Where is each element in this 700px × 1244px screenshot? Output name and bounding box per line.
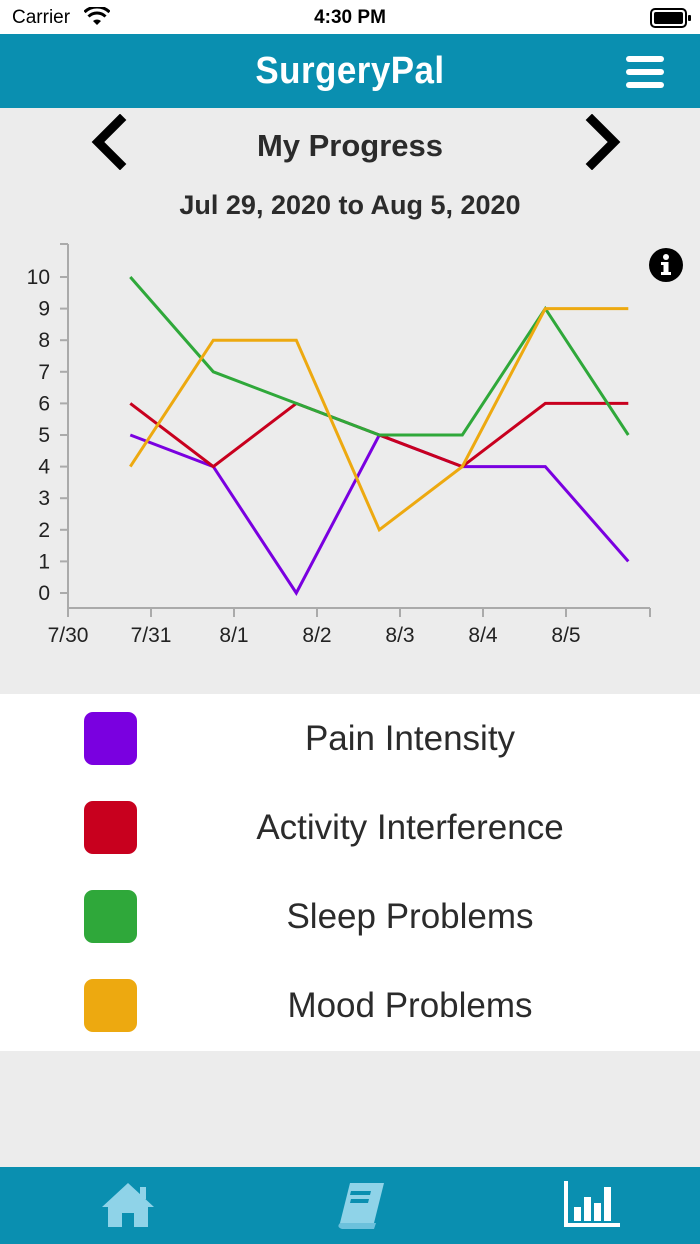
- nav-header: SurgeryPal: [0, 34, 700, 108]
- y-tick-label: 8: [38, 329, 50, 352]
- legend-label: Sleep Problems: [286, 897, 534, 936]
- legend-swatch: [84, 801, 137, 854]
- chart-legend: Pain Intensity Activity Interference Sle…: [0, 694, 700, 1051]
- wifi-icon: [83, 5, 111, 32]
- x-tick-label: 8/4: [468, 624, 498, 647]
- legend-item-pain-intensity: Pain Intensity: [0, 694, 700, 783]
- y-tick-label: 10: [27, 266, 50, 289]
- bar-chart-icon[interactable]: [562, 1179, 622, 1231]
- progress-line-chart: 0 1 2 3 4 5 6 7 8 9 10 7/30 7/31 8/1 8/2 8/3 8/4 8/5: [27, 243, 651, 647]
- y-tick-label: 4: [38, 456, 50, 479]
- legend-item-activity-interference: Activity Interference: [0, 783, 700, 872]
- legend-swatch: [84, 712, 137, 765]
- info-icon[interactable]: [648, 247, 684, 283]
- y-tick-label: 3: [38, 487, 50, 510]
- chevron-left-icon[interactable]: [88, 113, 128, 171]
- x-tick-label: 8/2: [302, 624, 331, 647]
- legend-label: Pain Intensity: [304, 719, 516, 758]
- legend-label: Activity Interference: [256, 808, 564, 847]
- legend-swatch: [84, 890, 137, 943]
- series-line-sleep-problems: [129, 276, 630, 437]
- x-tick-label: 7/30: [48, 624, 89, 647]
- journal-icon[interactable]: [332, 1179, 392, 1231]
- legend-item-sleep-problems: Sleep Problems: [0, 872, 700, 961]
- battery-icon: [650, 8, 692, 33]
- hamburger-menu-icon[interactable]: [626, 56, 664, 88]
- x-tick-label: 8/3: [385, 624, 414, 647]
- legend-label: Mood Problems: [287, 986, 533, 1025]
- y-tick-label: 5: [38, 424, 50, 447]
- carrier-label: Carrier: [12, 7, 71, 28]
- status-time: 4:30 PM: [314, 7, 386, 28]
- date-range: Jul 29, 2020 to Aug 5, 2020: [179, 190, 521, 220]
- x-tick-label: 8/5: [551, 624, 580, 647]
- y-tick-label: 9: [38, 298, 50, 321]
- legend-swatch: [84, 979, 137, 1032]
- tab-bar: [0, 1167, 700, 1244]
- y-tick-label: 1: [38, 550, 50, 573]
- x-tick-label: 7/31: [131, 624, 172, 647]
- chevron-right-icon[interactable]: [584, 113, 624, 171]
- y-tick-label: 2: [38, 519, 50, 542]
- app-title: SurgeryPal: [255, 50, 445, 92]
- legend-item-mood-problems: Mood Problems: [0, 961, 700, 1050]
- series-line-mood-problems: [129, 307, 629, 533]
- y-tick-label: 7: [38, 361, 50, 384]
- y-tick-label: 6: [38, 392, 50, 415]
- home-icon[interactable]: [98, 1179, 158, 1231]
- status-bar: Carrier 4:30 PM: [0, 0, 700, 34]
- x-tick-label: 8/1: [219, 624, 248, 647]
- y-tick-label: 0: [38, 582, 50, 605]
- page-title: My Progress: [256, 128, 444, 163]
